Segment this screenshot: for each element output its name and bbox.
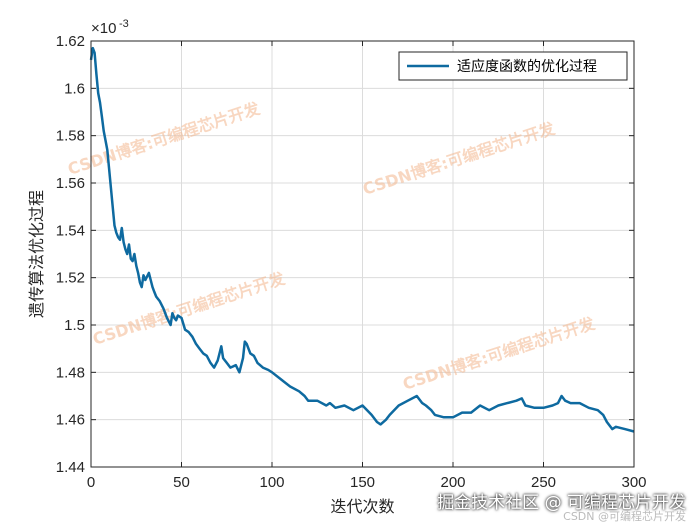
y-tick-label: 1.56 (56, 175, 85, 192)
x-tick-label: 300 (621, 474, 646, 491)
y-tick-label: 1.46 (56, 412, 85, 429)
y-tick-label: 1.62 (56, 33, 85, 50)
y-tick-label: 1.5 (64, 317, 85, 334)
x-axis: 0 50 100 150 200 250 300 (87, 41, 647, 491)
footer-credit: CSDN @可编程芯片开发 (563, 510, 686, 523)
series-layer (89, 46, 635, 433)
x-tick-label: 150 (350, 474, 375, 491)
legend: 适应度函数的优化过程 (398, 51, 628, 81)
x-tick-label: 100 (259, 474, 284, 491)
y-tick-label: 1.58 (56, 128, 85, 145)
y-tick-label: 1.54 (56, 222, 85, 239)
y-exponent-power: -3 (119, 18, 129, 30)
y-exponent-label: ×10 -3 (91, 18, 129, 37)
x-tick-label: 50 (173, 474, 190, 491)
y-axis: 1.44 1.46 1.48 1.5 1.52 1.54 1.56 1.58 1.6 1.62 (56, 33, 634, 476)
x-tick-label: 250 (531, 474, 556, 491)
y-exponent-base: ×10 (91, 20, 116, 37)
x-tick-label: 200 (440, 474, 465, 491)
x-axis-title: 迭代次数 (330, 497, 394, 516)
y-tick-label: 1.44 (56, 459, 85, 476)
x-tick-label: 0 (87, 474, 95, 491)
y-tick-label: 1.52 (56, 270, 85, 287)
series-line (89, 46, 635, 433)
legend-entry: 适应度函数的优化过程 (457, 58, 597, 75)
y-tick-label: 1.48 (56, 364, 85, 381)
footer-watermark: 掘金技术社区 @ 可编程芯片开发 (437, 493, 686, 513)
y-axis-title: 遗传算法优化过程 (27, 190, 46, 318)
y-tick-label: 1.6 (64, 80, 85, 97)
